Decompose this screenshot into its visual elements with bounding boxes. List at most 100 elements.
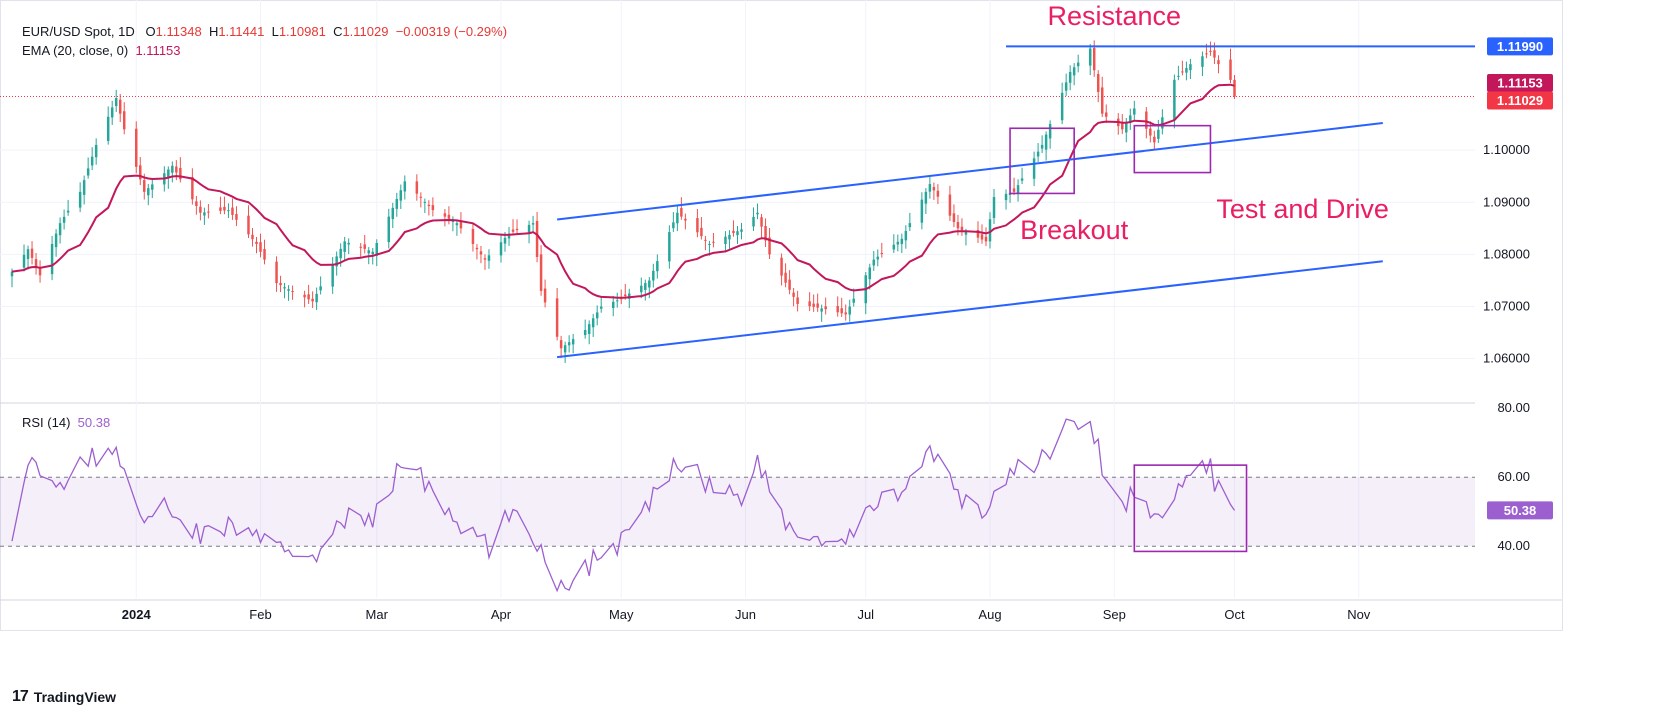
candle-body <box>1004 193 1008 201</box>
candle-body <box>195 201 198 207</box>
price-marker-badge <box>1487 91 1553 110</box>
candle-body <box>1012 188 1016 192</box>
candle-body <box>567 342 571 346</box>
candle-body <box>459 220 463 229</box>
candle-body <box>279 282 282 286</box>
legend-row-rsi[interactable]: RSI (14) 50.38 <box>22 415 110 430</box>
symbol-title[interactable]: EUR/USD Spot, 1D <box>22 24 135 39</box>
candle-body <box>82 180 86 195</box>
candle-body <box>247 215 250 235</box>
rsi-value-badge-label: 50.38 <box>1504 503 1537 518</box>
candle-body <box>151 184 154 190</box>
candle-body <box>656 261 659 272</box>
candle-body <box>399 190 403 201</box>
candle-body <box>1177 75 1180 77</box>
candle-body <box>872 259 876 266</box>
candle-body <box>1205 53 1208 55</box>
candle-body <box>820 308 823 312</box>
candle-body <box>451 220 455 222</box>
candle-body <box>587 324 591 334</box>
candle-body <box>852 298 855 303</box>
candle-body <box>816 303 819 308</box>
candle-body <box>431 205 435 211</box>
candle-body <box>696 218 699 233</box>
candle-body <box>628 293 631 299</box>
candle-body <box>475 247 479 250</box>
candle-body <box>363 244 366 249</box>
candle-body <box>419 196 423 198</box>
candle-body <box>1032 158 1036 179</box>
candle-body <box>471 228 475 244</box>
candle-body <box>531 223 535 225</box>
candle-body <box>255 241 258 244</box>
candle-body <box>387 216 391 243</box>
candle-body <box>1133 108 1136 115</box>
candle-body <box>487 255 491 261</box>
candle-body <box>788 279 791 290</box>
candle-body <box>728 234 731 240</box>
candle-body <box>179 167 182 180</box>
candle-body <box>844 312 847 315</box>
time-tick-label: Oct <box>1224 607 1245 622</box>
candle-body <box>808 301 811 307</box>
rsi-label: RSI (14) <box>22 415 71 430</box>
rsi-band <box>0 477 1475 547</box>
time-tick-label: Apr <box>491 607 512 622</box>
candle-body <box>680 208 683 217</box>
candle-body <box>427 204 431 207</box>
high-value: 1.11441 <box>218 24 265 39</box>
candle-body <box>736 231 739 236</box>
tradingview-logo[interactable]: 17 TradingView <box>12 688 116 706</box>
time-tick-label: Aug <box>978 607 1001 622</box>
candle-body <box>375 243 378 256</box>
candle-body <box>1185 68 1188 73</box>
candle-body <box>1213 50 1216 58</box>
candle-body <box>920 199 924 223</box>
tradingview-logo-icon: 17 <box>12 688 29 705</box>
open-label: O <box>145 24 156 39</box>
candle-body <box>768 237 771 255</box>
candle-body <box>988 219 992 242</box>
candle-body <box>1068 71 1072 83</box>
rsi-tick-label: 60.00 <box>1497 469 1530 484</box>
candle-body <box>1060 92 1064 121</box>
price-marker-badge <box>1487 37 1553 56</box>
time-tick-label: Feb <box>249 607 271 622</box>
time-tick-label: Nov <box>1347 607 1371 622</box>
candle-body <box>275 261 278 284</box>
candle-body <box>676 212 679 224</box>
candle-body <box>1157 129 1160 139</box>
price-tick-label: 1.09000 <box>1483 194 1530 209</box>
candle-body <box>1036 151 1040 157</box>
price-tick-label: 1.07000 <box>1483 299 1530 314</box>
candle-body <box>571 339 575 345</box>
test-box <box>1133 124 1212 174</box>
candle-body <box>539 254 543 291</box>
candle-body <box>339 248 342 259</box>
candle-body <box>263 249 266 260</box>
candle-body <box>648 280 651 288</box>
candle-body <box>796 297 799 304</box>
candle-body <box>455 223 459 226</box>
price-marker-label: 1.11153 <box>1497 76 1543 91</box>
candle-body <box>599 306 603 309</box>
breakout-box <box>1009 127 1075 195</box>
candle-body <box>207 211 210 213</box>
change-value: −0.00319 (−0.29%) <box>395 24 508 39</box>
candle-body <box>976 229 980 238</box>
candle-body <box>1129 115 1132 123</box>
candle-body <box>708 243 711 245</box>
candle-body <box>287 289 290 291</box>
price-tick-label: 1.10000 <box>1483 142 1530 157</box>
annotation-1: Breakout <box>1020 215 1129 245</box>
legend-row-ema[interactable]: EMA (20, close, 0) 1.11153 <box>22 43 181 58</box>
price-marker-label: 1.11990 <box>1497 39 1543 54</box>
ema-value: 1.11153 <box>135 43 181 58</box>
price-marker-badge <box>1487 74 1553 93</box>
candle-body <box>535 220 539 258</box>
candle-body <box>479 251 483 255</box>
candle-body <box>503 237 507 244</box>
candle-body <box>527 224 531 234</box>
candle-body <box>114 98 118 107</box>
